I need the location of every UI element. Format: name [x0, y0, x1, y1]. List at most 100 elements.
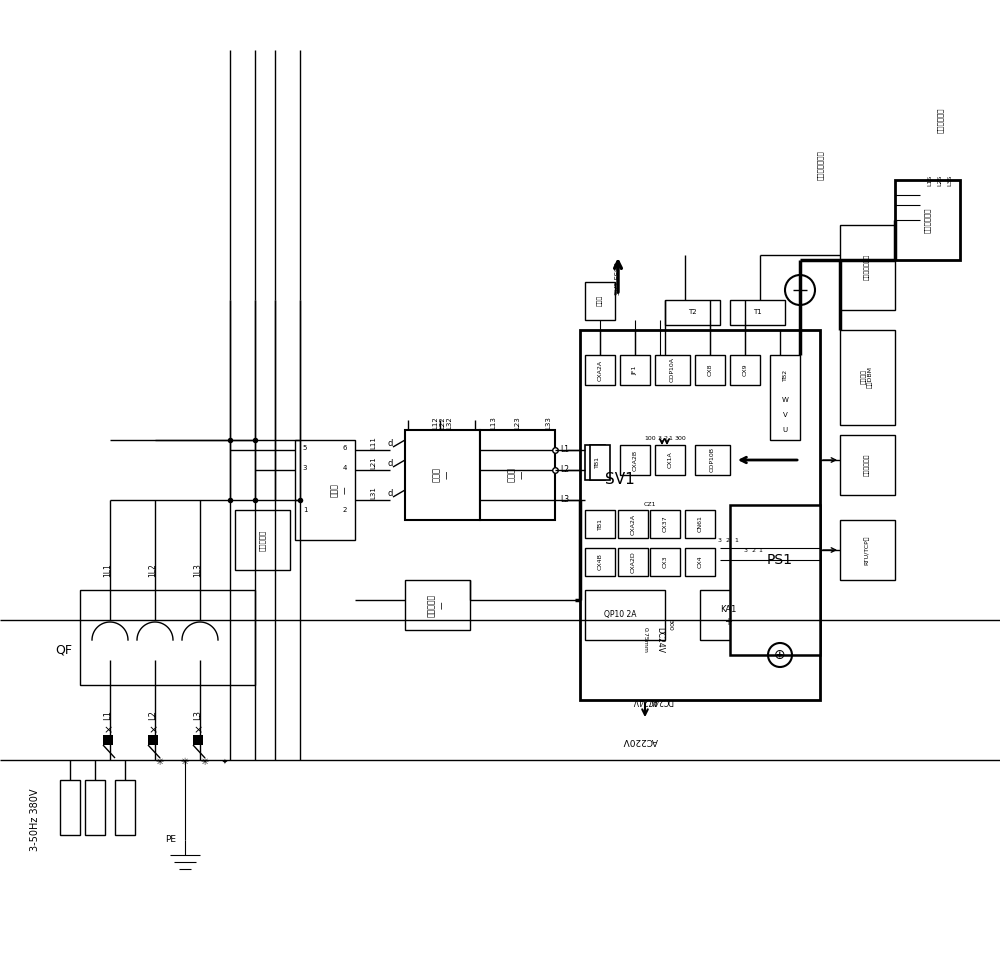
Bar [695, 445, 730, 475]
Text: T1: T1 [753, 309, 761, 315]
Text: L22: L22 [439, 417, 445, 430]
Text: DC24V: DC24V [647, 695, 673, 705]
Text: 2: 2 [663, 435, 667, 440]
Text: 谐波吸收器: 谐波吸收器 [259, 529, 265, 550]
Text: SV1: SV1 [605, 473, 635, 487]
Text: CX37: CX37 [662, 516, 668, 532]
Text: d: d [387, 488, 393, 498]
Text: L3: L3 [194, 710, 202, 720]
Text: 0.75mm: 0.75mm [642, 627, 648, 653]
Text: 1: 1 [758, 548, 762, 552]
Bar [480, 430, 555, 520]
Text: SV2 FSSB: SV2 FSSB [615, 262, 621, 294]
Bar [655, 355, 690, 385]
Bar [840, 435, 895, 495]
Text: ×: × [148, 725, 158, 735]
Bar [585, 590, 665, 640]
Bar [650, 548, 680, 576]
Bar [585, 548, 615, 576]
Bar [618, 510, 648, 538]
Text: CX3: CX3 [662, 555, 668, 569]
Text: L3: L3 [560, 496, 570, 504]
Text: 4: 4 [343, 465, 347, 471]
Text: TB1: TB1 [594, 456, 600, 468]
Bar [585, 355, 615, 385]
Text: 3: 3 [744, 548, 748, 552]
Text: 5: 5 [303, 445, 307, 451]
Text: ✳: ✳ [181, 757, 189, 767]
Text: 伺服电机编码器: 伺服电机编码器 [817, 151, 823, 180]
Text: TB1: TB1 [598, 518, 602, 530]
Text: 2: 2 [343, 507, 347, 513]
Bar [840, 225, 895, 310]
Text: L1S: L1S [928, 175, 932, 186]
Text: ⊕: ⊕ [774, 648, 786, 662]
Text: CX8: CX8 [708, 363, 712, 376]
Text: 6: 6 [343, 445, 347, 451]
Bar [85, 780, 105, 835]
Bar [115, 780, 135, 835]
Text: 1: 1 [668, 435, 672, 440]
Text: DC24V: DC24V [656, 627, 664, 653]
Text: 3: 3 [658, 435, 662, 440]
Text: 模具伺服电机: 模具伺服电机 [937, 107, 943, 132]
Text: JF1: JF1 [633, 365, 638, 375]
Text: CXA2A: CXA2A [598, 360, 602, 381]
Text: L2: L2 [148, 710, 158, 720]
Text: U: U [782, 427, 788, 433]
Text: 交流接触器
—: 交流接触器 — [427, 594, 447, 617]
Bar [895, 180, 960, 260]
Bar [620, 355, 650, 385]
Bar [60, 780, 80, 835]
Bar [770, 355, 800, 440]
Text: 动态制动
模块DBM: 动态制动 模块DBM [861, 366, 873, 388]
Bar [580, 330, 820, 700]
Bar [148, 735, 158, 745]
Text: L1: L1 [104, 710, 112, 720]
Bar [730, 300, 785, 325]
Text: 模具电热单元: 模具电热单元 [864, 454, 870, 477]
Text: CX1A: CX1A [668, 452, 672, 468]
Bar [620, 445, 650, 475]
Text: KA1: KA1 [720, 605, 736, 615]
Text: AC220V: AC220V [622, 736, 658, 744]
Text: 2: 2 [751, 548, 755, 552]
Bar [655, 445, 685, 475]
Text: RTU/TCP盒: RTU/TCP盒 [864, 535, 870, 565]
Text: 1L2: 1L2 [148, 563, 158, 577]
Text: 3: 3 [718, 537, 722, 543]
Bar [235, 510, 290, 570]
Bar [585, 445, 605, 480]
Text: CZ1: CZ1 [644, 503, 656, 507]
Bar [840, 330, 895, 425]
Text: ×: × [193, 725, 203, 735]
Text: 1L1: 1L1 [104, 563, 112, 577]
Bar [585, 510, 615, 538]
Text: 电池盒: 电池盒 [597, 294, 603, 306]
Text: 1: 1 [734, 537, 738, 543]
Text: 300: 300 [668, 620, 672, 631]
Bar [405, 430, 480, 520]
Text: V: V [783, 412, 787, 418]
Bar [685, 510, 715, 538]
Bar [685, 548, 715, 576]
Text: QF: QF [55, 643, 72, 657]
Text: 1: 1 [303, 507, 307, 513]
Text: L32: L32 [446, 416, 452, 430]
Text: L1: L1 [560, 446, 570, 455]
Text: COP10B: COP10B [710, 448, 714, 473]
Bar [103, 735, 113, 745]
Text: L13: L13 [490, 416, 496, 430]
Text: 1L3: 1L3 [194, 563, 202, 577]
Text: L11: L11 [370, 436, 376, 450]
Text: QP10 2A: QP10 2A [604, 611, 636, 620]
Text: L21: L21 [370, 456, 376, 469]
Bar [695, 355, 725, 385]
Bar [730, 355, 760, 385]
Text: 模具伺服电机: 模具伺服电机 [924, 207, 930, 233]
Text: CN61: CN61 [698, 516, 702, 532]
Text: PE: PE [165, 835, 176, 845]
Text: CXA2B: CXA2B [633, 450, 638, 471]
Text: CX4: CX4 [698, 555, 702, 569]
Text: CXA2A: CXA2A [631, 513, 636, 534]
